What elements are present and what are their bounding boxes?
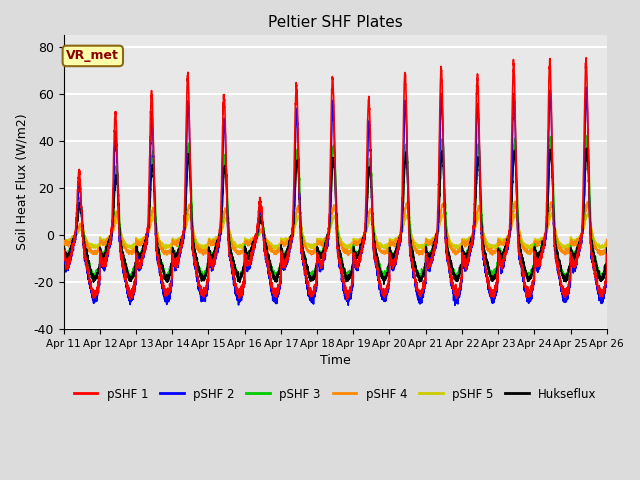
Line: pSHF 3: pSHF 3 — [63, 136, 607, 281]
pSHF 4 — [457, 248, 465, 253]
Line: pSHF 5: pSHF 5 — [63, 213, 607, 250]
pSHF 3 — [602, 266, 610, 272]
Line: Hukseflux: Hukseflux — [63, 148, 607, 284]
pSHF 1 — [603, 252, 611, 257]
pSHF 1 — [427, 256, 435, 262]
pSHF 4 — [427, 238, 435, 244]
pSHF 5 — [488, 242, 495, 248]
pSHF 4 — [157, 245, 165, 251]
pSHF 5 — [427, 240, 435, 246]
pSHF 5 — [548, 210, 556, 216]
pSHF 5 — [603, 237, 611, 243]
pSHF 4 — [315, 239, 323, 245]
Hukseflux — [60, 247, 67, 252]
pSHF 3 — [596, 278, 604, 284]
pSHF 5 — [602, 242, 610, 248]
pSHF 5 — [315, 236, 323, 242]
Hukseflux — [603, 245, 611, 251]
Text: VR_met: VR_met — [67, 49, 119, 62]
pSHF 3 — [427, 251, 435, 256]
pSHF 5 — [60, 235, 67, 241]
Title: Peltier SHF Plates: Peltier SHF Plates — [268, 15, 403, 30]
Hukseflux — [157, 262, 165, 267]
pSHF 3 — [488, 275, 495, 281]
Legend: pSHF 1, pSHF 2, pSHF 3, pSHF 4, pSHF 5, Hukseflux: pSHF 1, pSHF 2, pSHF 3, pSHF 4, pSHF 5, … — [69, 383, 602, 405]
pSHF 5 — [157, 242, 165, 248]
pSHF 2 — [603, 252, 611, 258]
X-axis label: Time: Time — [320, 354, 351, 367]
Line: pSHF 4: pSHF 4 — [63, 202, 607, 255]
pSHF 1 — [157, 273, 165, 278]
pSHF 4 — [511, 199, 519, 204]
pSHF 1 — [315, 258, 323, 264]
pSHF 3 — [60, 247, 67, 253]
pSHF 4 — [603, 237, 611, 242]
pSHF 1 — [60, 247, 67, 253]
pSHF 2 — [315, 260, 323, 266]
pSHF 2 — [488, 298, 495, 304]
pSHF 5 — [457, 242, 465, 248]
pSHF 1 — [602, 277, 610, 283]
pSHF 1 — [457, 279, 465, 285]
pSHF 3 — [315, 251, 323, 257]
pSHF 2 — [157, 281, 165, 287]
pSHF 1 — [582, 55, 590, 60]
Line: pSHF 2: pSHF 2 — [63, 87, 607, 305]
pSHF 3 — [157, 260, 165, 265]
pSHF 1 — [343, 297, 351, 302]
pSHF 1 — [488, 290, 495, 296]
pSHF 2 — [60, 252, 67, 257]
Hukseflux — [427, 250, 435, 256]
Hukseflux — [380, 281, 388, 287]
Hukseflux — [488, 276, 495, 281]
Hukseflux — [602, 262, 610, 267]
pSHF 4 — [602, 248, 610, 254]
pSHF 2 — [602, 284, 610, 290]
Y-axis label: Soil Heat Flux (W/m2): Soil Heat Flux (W/m2) — [15, 114, 28, 251]
Hukseflux — [315, 251, 323, 256]
pSHF 2 — [427, 261, 435, 267]
pSHF 2 — [457, 280, 465, 286]
pSHF 3 — [603, 245, 611, 251]
pSHF 5 — [563, 247, 571, 252]
pSHF 4 — [488, 249, 495, 255]
Hukseflux — [457, 263, 465, 268]
pSHF 3 — [457, 265, 465, 271]
pSHF 4 — [60, 241, 67, 247]
pSHF 3 — [583, 133, 591, 139]
pSHF 2 — [451, 302, 459, 308]
pSHF 4 — [344, 252, 352, 258]
Hukseflux — [583, 145, 591, 151]
pSHF 2 — [582, 84, 590, 90]
Line: pSHF 1: pSHF 1 — [63, 58, 607, 300]
